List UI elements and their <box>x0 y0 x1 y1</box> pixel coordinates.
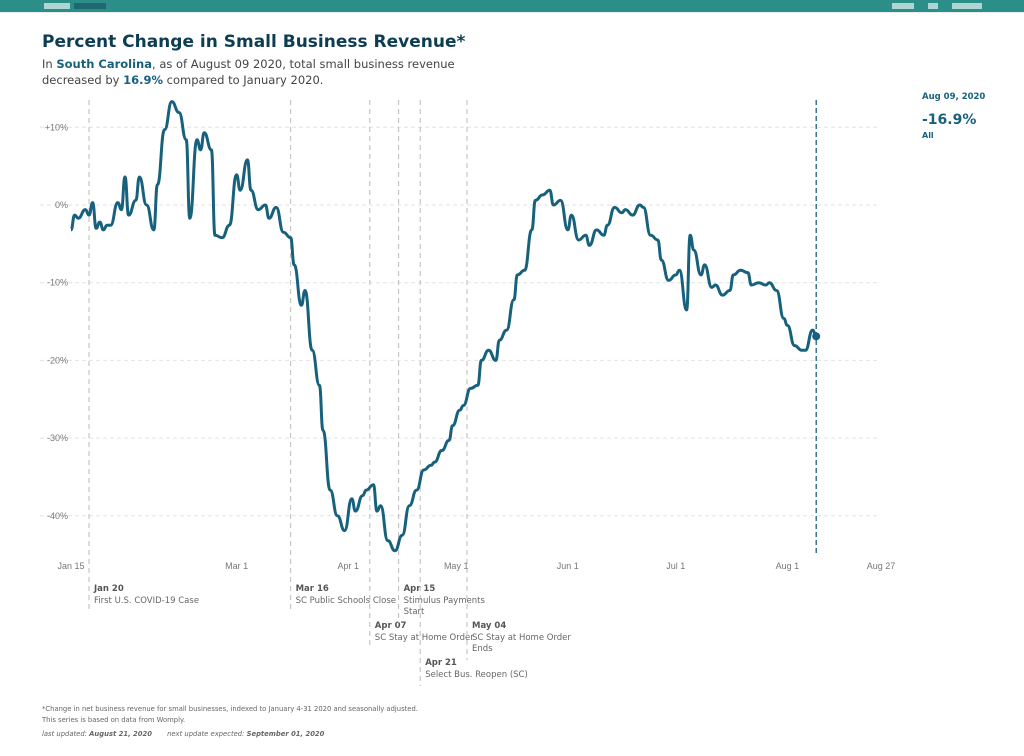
opportunity-insights-logo[interactable] <box>44 3 70 9</box>
x-tick-label: Apr 1 <box>337 561 359 571</box>
percent-change: 16.9% <box>123 73 163 87</box>
x-tick-label: Aug 1 <box>776 561 800 571</box>
series-line-all <box>69 100 817 553</box>
y-tick-label: -20% <box>47 355 68 365</box>
event-date: Apr 07 <box>375 621 407 631</box>
event-date: Apr 15 <box>404 584 436 594</box>
subtitle: In South Carolina, as of August 09 2020,… <box>42 57 455 87</box>
x-tick-label: Jun 1 <box>557 561 579 571</box>
event-label: Start <box>404 607 425 617</box>
partner-logo <box>952 3 982 9</box>
update-info: last updated: August 21, 2020 next updat… <box>42 730 325 738</box>
x-tick-label: Mar 1 <box>225 561 248 571</box>
y-tick-label: 0% <box>55 200 68 210</box>
event-label: Select Bus. Reopen (SC) <box>425 670 528 680</box>
footnote: *Change in net business revenue for smal… <box>42 705 418 724</box>
event-date: Mar 16 <box>296 584 329 594</box>
y-tick-label: -40% <box>47 511 68 521</box>
event-label: Ends <box>472 644 493 654</box>
event-date: May 04 <box>472 621 506 631</box>
partner-logo <box>892 3 914 9</box>
event-label: First U.S. COVID-19 Case <box>94 596 199 606</box>
state-name: South Carolina <box>56 57 153 71</box>
x-tick-label: May 1 <box>444 561 469 571</box>
current-value-point <box>812 332 821 341</box>
readout-series: All <box>922 131 934 140</box>
page-title: Percent Change in Small Business Revenue… <box>42 32 466 52</box>
event-label: SC Public Schools Close <box>296 596 396 606</box>
x-tick-label: Jul 1 <box>666 561 685 571</box>
event-date: Apr 21 <box>425 658 457 668</box>
readout-value: -16.9% <box>922 112 977 128</box>
x-tick-label: Jan 15 <box>57 561 84 571</box>
readout-date: Aug 09, 2020 <box>922 92 986 102</box>
event-label: SC Stay at Home Order <box>375 633 474 643</box>
event-label: SC Stay at Home Order <box>472 633 571 643</box>
x-tick-label: Aug 27 <box>867 561 896 571</box>
y-tick-label: -10% <box>47 278 68 288</box>
top-header-bar <box>0 0 1024 13</box>
y-tick-label: -30% <box>47 433 68 443</box>
event-label: Stimulus Payments <box>404 596 486 606</box>
event-date: Jan 20 <box>93 584 124 594</box>
partner-logo <box>928 3 938 9</box>
tracker-badge[interactable] <box>74 3 106 9</box>
y-tick-label: +10% <box>45 122 68 132</box>
